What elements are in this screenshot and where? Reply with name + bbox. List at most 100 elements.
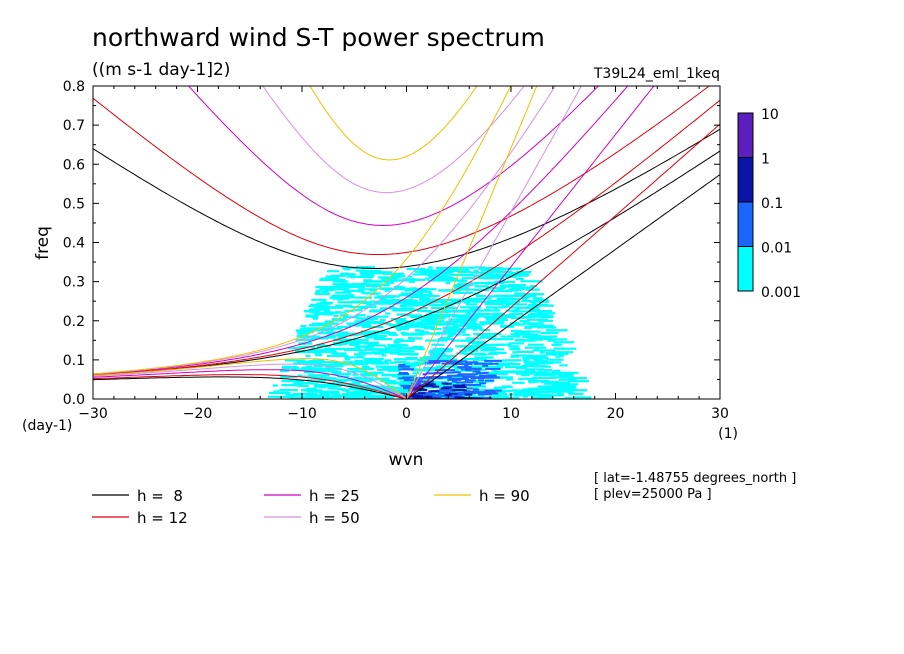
spectrum-cell xyxy=(332,372,352,376)
spectrum-cell xyxy=(414,396,427,399)
spectrum-cell xyxy=(522,293,545,296)
spectrum-cell xyxy=(568,380,589,383)
spectrum-cell xyxy=(493,366,504,369)
spectrum-cell xyxy=(348,362,369,366)
spectrum-cell xyxy=(408,337,423,340)
spectrum-cell xyxy=(479,382,486,385)
spectrum-cell xyxy=(418,297,431,300)
spectrum-cell xyxy=(480,346,497,349)
spectrum-cell xyxy=(323,325,332,328)
spectrum-cell xyxy=(474,362,493,365)
spectrum-cell xyxy=(369,378,390,381)
spectrum-cell xyxy=(281,379,304,383)
spectrum-cell xyxy=(411,322,426,326)
spectrum-cell xyxy=(434,389,456,392)
spectrum-cell xyxy=(308,304,329,308)
spectrum-cell xyxy=(425,361,441,364)
spectrum-cell xyxy=(472,370,481,373)
spectrum-cell xyxy=(431,327,442,331)
spectrum-cell xyxy=(467,349,478,352)
spectrum-cell xyxy=(573,396,592,399)
spectrum-cell xyxy=(279,369,290,373)
spectrum-cell xyxy=(524,354,547,357)
spectrum-cell xyxy=(454,396,465,399)
spectrum-cell xyxy=(524,346,547,349)
spectrum-cell xyxy=(480,276,487,280)
spectrum-cell xyxy=(537,326,557,329)
spectrum-cell xyxy=(481,358,487,362)
spectrum-cell xyxy=(297,384,309,388)
colorbar-swatch xyxy=(737,201,754,247)
spectrum-cell xyxy=(393,286,406,289)
spectrum-cell xyxy=(529,308,540,311)
spectrum-cell xyxy=(467,341,487,344)
legend-label: h = 50 xyxy=(309,509,360,527)
dispersion-curve xyxy=(309,86,478,161)
spectrum-cell xyxy=(423,327,433,330)
spectrum-cell xyxy=(534,299,543,302)
spectrum-cell xyxy=(466,387,473,390)
spectrum-cell xyxy=(404,303,410,306)
spectrum-cell xyxy=(422,373,428,376)
spectrum-cell xyxy=(272,384,278,387)
spectrum-cell xyxy=(384,380,392,383)
spectrum-cell xyxy=(297,332,310,335)
spectrum-cell xyxy=(523,330,541,333)
spectrum-cell xyxy=(300,392,318,396)
spectrum-cell xyxy=(544,382,564,385)
spectrum-cell xyxy=(530,309,553,313)
spectrum-cell xyxy=(324,311,338,314)
spectrum-cell xyxy=(354,367,374,370)
spectrum-cell xyxy=(516,391,534,394)
dispersion-curve xyxy=(93,99,720,376)
spectrum-cell xyxy=(462,333,470,336)
spectrum-cell xyxy=(528,322,544,325)
spectrum-cell xyxy=(300,362,323,365)
spectrum-cell xyxy=(484,392,499,395)
spectrum-cell xyxy=(482,309,500,312)
spectrum-cell xyxy=(299,336,310,339)
spectrum-cell xyxy=(425,383,437,386)
spectrum-cell xyxy=(336,381,344,385)
spectrum-cell xyxy=(424,395,433,398)
dispersion-curve xyxy=(93,374,407,399)
spectrum-cell xyxy=(493,273,512,276)
spectrum-cell xyxy=(379,319,386,322)
spectrum-cell xyxy=(354,393,372,396)
legend-label: h = 25 xyxy=(309,487,360,505)
dispersion-curve xyxy=(406,86,538,399)
spectrum-cell xyxy=(494,294,514,297)
spectrum-cell xyxy=(554,385,576,388)
spectrum-cell xyxy=(509,323,525,326)
spectrum-cell xyxy=(547,339,556,342)
spectrum-cell xyxy=(407,336,416,340)
spectrum-cell xyxy=(535,372,543,375)
spectrum-cell xyxy=(487,299,503,303)
spectrum-cell xyxy=(320,277,340,280)
y-tick-label: 0.6 xyxy=(63,157,85,173)
spectrum-cell xyxy=(354,359,363,363)
y-tick-label: 0.5 xyxy=(63,196,85,212)
spectrum-cell xyxy=(514,394,527,397)
spectrum-cell xyxy=(313,383,326,386)
spectrum-cell xyxy=(367,367,375,371)
spectrum-cell xyxy=(473,269,479,272)
y-unit-label: (day-1) xyxy=(22,418,72,434)
spectrum-cell xyxy=(452,389,467,392)
spectrum-cell xyxy=(423,368,443,372)
spectrum-cell xyxy=(446,386,452,389)
spectrum-cell xyxy=(437,355,457,358)
spectrum-cell xyxy=(448,273,454,276)
spectrum-cell xyxy=(447,334,454,338)
spectrum-cell xyxy=(354,320,374,323)
spectrum-cell xyxy=(324,288,335,292)
spectrum-cell xyxy=(324,310,331,313)
spectrum-cell xyxy=(311,370,331,373)
spectrum-cell xyxy=(540,380,560,384)
y-tick-label: 0.3 xyxy=(63,275,85,291)
spectrum-cell xyxy=(330,394,344,397)
spectrum-cell xyxy=(515,367,528,370)
spectrum-cell xyxy=(364,371,384,374)
spectrum-cell xyxy=(545,365,551,368)
spectrum-cell xyxy=(409,315,429,319)
